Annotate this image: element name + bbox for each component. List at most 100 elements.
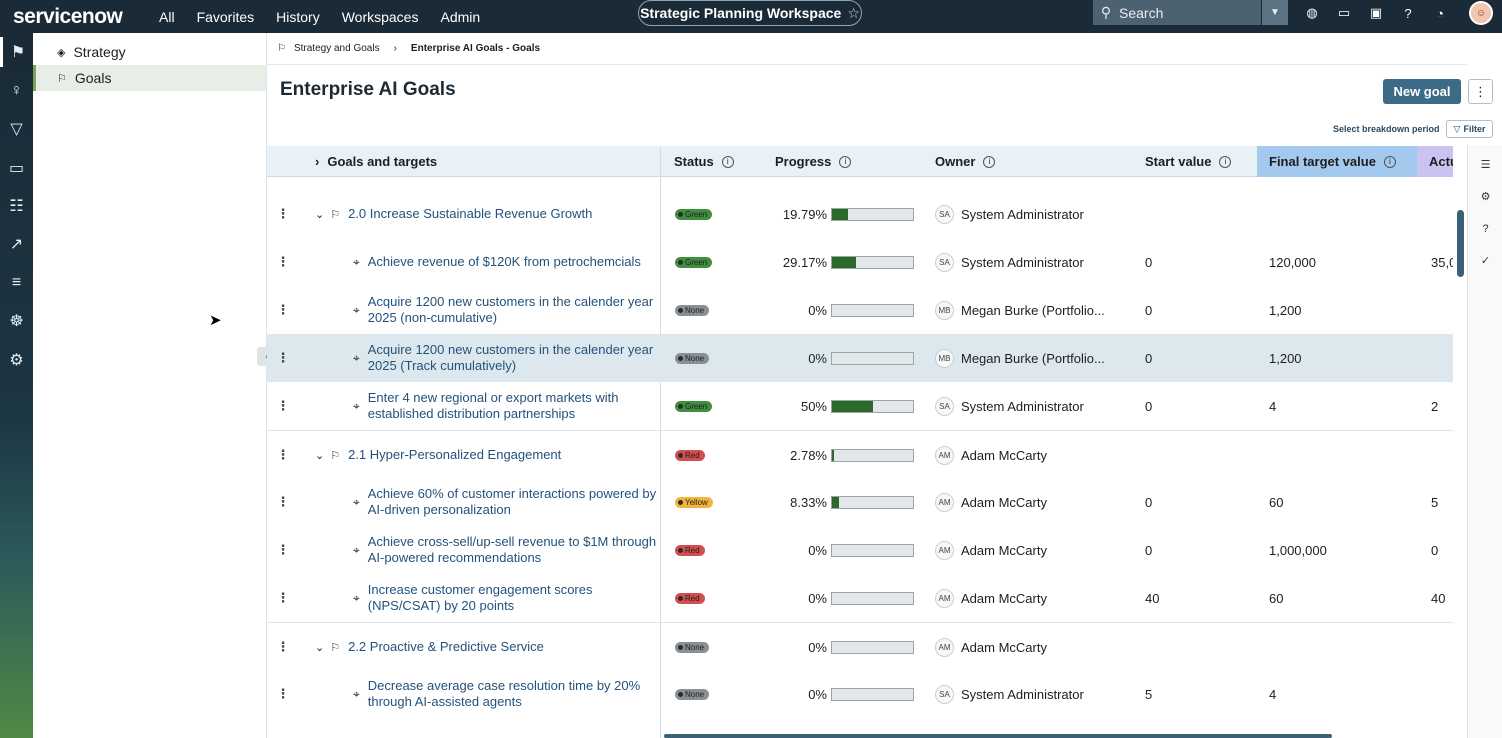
chevron-right-icon[interactable]: ›: [315, 154, 320, 169]
user-avatar[interactable]: ☺: [1469, 1, 1493, 25]
goal-row[interactable]: ⋮ ⌄ ⚐ 2.2 Proactive & Predictive Service …: [267, 622, 1453, 670]
info-icon[interactable]: i: [1219, 155, 1232, 168]
nav-workspaces[interactable]: Workspaces: [341, 8, 419, 25]
inbox-icon[interactable]: ▣: [1369, 5, 1383, 20]
row-menu-button[interactable]: ⋮: [276, 590, 290, 605]
search-scope-dropdown[interactable]: ▼: [1261, 0, 1288, 25]
goal-name-link[interactable]: Achieve cross-sell/up-sell revenue to $1…: [367, 534, 657, 565]
nav-history[interactable]: History: [276, 8, 320, 25]
target-row[interactable]: ⋮ ⌖ Achieve cross-sell/up-sell revenue t…: [267, 526, 1453, 574]
new-goal-button[interactable]: New goal: [1383, 79, 1461, 104]
target-row[interactable]: ⋮ ⌖ Enter 4 new regional or export marke…: [267, 382, 1453, 430]
row-menu-button[interactable]: ⋮: [276, 639, 290, 654]
goal-name-link[interactable]: 2.0 Increase Sustainable Revenue Growth: [348, 206, 593, 221]
nav-favorites[interactable]: Favorites: [196, 8, 255, 25]
row-menu-button[interactable]: ⋮: [276, 206, 290, 221]
lightbulb-icon[interactable]: ♀: [10, 82, 23, 99]
target-row[interactable]: ⋮ ⌖ Achieve 60% of customer interactions…: [267, 478, 1453, 526]
row-menu-button[interactable]: ⋮: [276, 302, 290, 317]
info-icon[interactable]: i: [721, 155, 734, 168]
horizontal-scrollbar[interactable]: [664, 734, 1332, 738]
hierarchy-icon[interactable]: ☷: [9, 198, 24, 215]
row-menu-button[interactable]: ⋮: [276, 254, 290, 269]
owner-name[interactable]: System Administrator: [961, 254, 1084, 270]
row-menu-button[interactable]: ⋮: [276, 350, 290, 365]
row-menu-button[interactable]: ⋮: [276, 686, 290, 701]
check-circle-icon[interactable]: ✓: [1480, 255, 1491, 267]
col-owner[interactable]: Owner i: [935, 146, 996, 177]
search-input[interactable]: Search: [1119, 4, 1164, 21]
owner-name[interactable]: Adam McCarty: [961, 639, 1047, 655]
goal-row[interactable]: ⋮ ⌄ ⚐ 2.0 Increase Sustainable Revenue Gr…: [267, 190, 1453, 238]
flag-icon[interactable]: ⚑: [0, 37, 33, 67]
target-row[interactable]: ⋮ ⌖ Acquire 1200 new customers in the ca…: [267, 334, 1453, 382]
chart-icon[interactable]: ↗: [9, 236, 24, 253]
row-menu-button[interactable]: ⋮: [276, 494, 290, 509]
sidebar-item-strategy[interactable]: ◈ Strategy: [33, 39, 266, 65]
col-start[interactable]: Start value i: [1145, 146, 1232, 177]
bell-icon[interactable]: ◔: [1436, 5, 1444, 21]
select-breakdown-link[interactable]: Select breakdown period: [1333, 124, 1440, 134]
sliders-icon[interactable]: ☰: [1480, 159, 1491, 171]
vertical-scrollbar[interactable]: [1457, 210, 1464, 277]
chevron-down-icon[interactable]: ⌄: [315, 208, 325, 221]
info-icon[interactable]: i: [983, 155, 996, 168]
star-icon[interactable]: ☆: [847, 4, 860, 21]
col-progress[interactable]: Progress i: [775, 146, 852, 177]
goal-name-link[interactable]: Increase customer engagement scores (NPS…: [367, 582, 593, 613]
goal-name-link[interactable]: Enter 4 new regional or export markets w…: [367, 390, 619, 421]
owner-name[interactable]: Adam McCarty: [961, 590, 1047, 606]
info-icon[interactable]: i: [839, 155, 852, 168]
goal-row[interactable]: ⋮ ⌄ ⚐ 2.1 Hyper-Personalized Engagement R…: [267, 430, 1453, 478]
info-icon[interactable]: i: [1383, 155, 1396, 168]
row-menu-button[interactable]: ⋮: [276, 398, 290, 413]
target-row[interactable]: ⋮ ⌖ Achieve revenue of $120K from petroc…: [267, 238, 1453, 286]
col-goals[interactable]: › Goals and targets: [315, 146, 437, 177]
owner-name[interactable]: System Administrator: [961, 686, 1084, 702]
row-menu-button[interactable]: ⋮: [276, 542, 290, 557]
owner-name[interactable]: System Administrator: [961, 206, 1084, 222]
owner-name[interactable]: Adam McCarty: [961, 447, 1047, 463]
chevron-down-icon[interactable]: ⌄: [315, 449, 325, 462]
owner-name[interactable]: Adam McCarty: [961, 542, 1047, 558]
target-row[interactable]: ⋮ ⌖ Acquire 1200 new customers in the ca…: [267, 286, 1453, 334]
owner-name[interactable]: Megan Burke (Portfolio...: [961, 302, 1105, 318]
chevron-down-icon[interactable]: ⌄: [315, 641, 325, 654]
owner-name[interactable]: Megan Burke (Portfolio...: [961, 350, 1105, 366]
globe-icon[interactable]: ◍: [1306, 5, 1318, 20]
goal-name-link[interactable]: 2.1 Hyper-Personalized Engagement: [348, 447, 562, 462]
sidebar-item-goals[interactable]: ⚐ Goals: [33, 65, 266, 91]
search-box[interactable]: ⚲ Search ▼: [1093, 0, 1288, 25]
nav-all[interactable]: All: [159, 8, 175, 25]
gear-icon[interactable]: ⚙: [9, 352, 24, 369]
goal-name-link[interactable]: Decrease average case resolution time by…: [367, 678, 641, 709]
goal-name-link[interactable]: Achieve revenue of $120K from petrochemc…: [367, 254, 641, 269]
breadcrumb-parent[interactable]: Strategy and Goals: [293, 43, 380, 54]
goal-name-link[interactable]: 2.2 Proactive & Predictive Service: [348, 639, 544, 654]
gear-icon[interactable]: ⚙: [1480, 191, 1491, 203]
col-status[interactable]: Status i: [674, 146, 734, 177]
briefcase-icon[interactable]: ▭: [8, 160, 25, 177]
target-row[interactable]: ⋮ ⌖ Decrease average case resolution tim…: [267, 670, 1453, 718]
col-final[interactable]: Final target value i: [1257, 146, 1417, 177]
owner-name[interactable]: Adam McCarty: [961, 494, 1047, 510]
flag-icon: ⚐: [57, 72, 67, 85]
more-options-button[interactable]: ⋮: [1468, 79, 1493, 104]
servicenow-logo[interactable]: servicenow: [13, 4, 123, 28]
goal-name-link[interactable]: Acquire 1200 new customers in the calend…: [367, 342, 654, 373]
row-menu-button[interactable]: ⋮: [276, 447, 290, 462]
owner-name[interactable]: System Administrator: [961, 398, 1084, 414]
filter-button[interactable]: ▽ Filter: [1446, 120, 1493, 138]
nav-admin[interactable]: Admin: [440, 8, 481, 25]
goal-name-link[interactable]: Achieve 60% of customer interactions pow…: [367, 486, 657, 517]
team-icon[interactable]: ☸: [9, 313, 24, 330]
col-actual[interactable]: Actu: [1417, 146, 1453, 177]
help-icon[interactable]: ?: [1404, 5, 1412, 21]
help-icon[interactable]: ?: [1482, 222, 1489, 235]
target-row[interactable]: ⋮ ⌖ Increase customer engagement scores …: [267, 574, 1453, 622]
funnel-icon[interactable]: ▽: [10, 121, 23, 138]
workspace-pill[interactable]: Strategic Planning Workspace ☆: [638, 0, 862, 26]
goal-name-link[interactable]: Acquire 1200 new customers in the calend…: [367, 294, 654, 325]
chat-icon[interactable]: ▭: [1337, 5, 1351, 20]
list-icon[interactable]: ≡: [11, 274, 22, 291]
